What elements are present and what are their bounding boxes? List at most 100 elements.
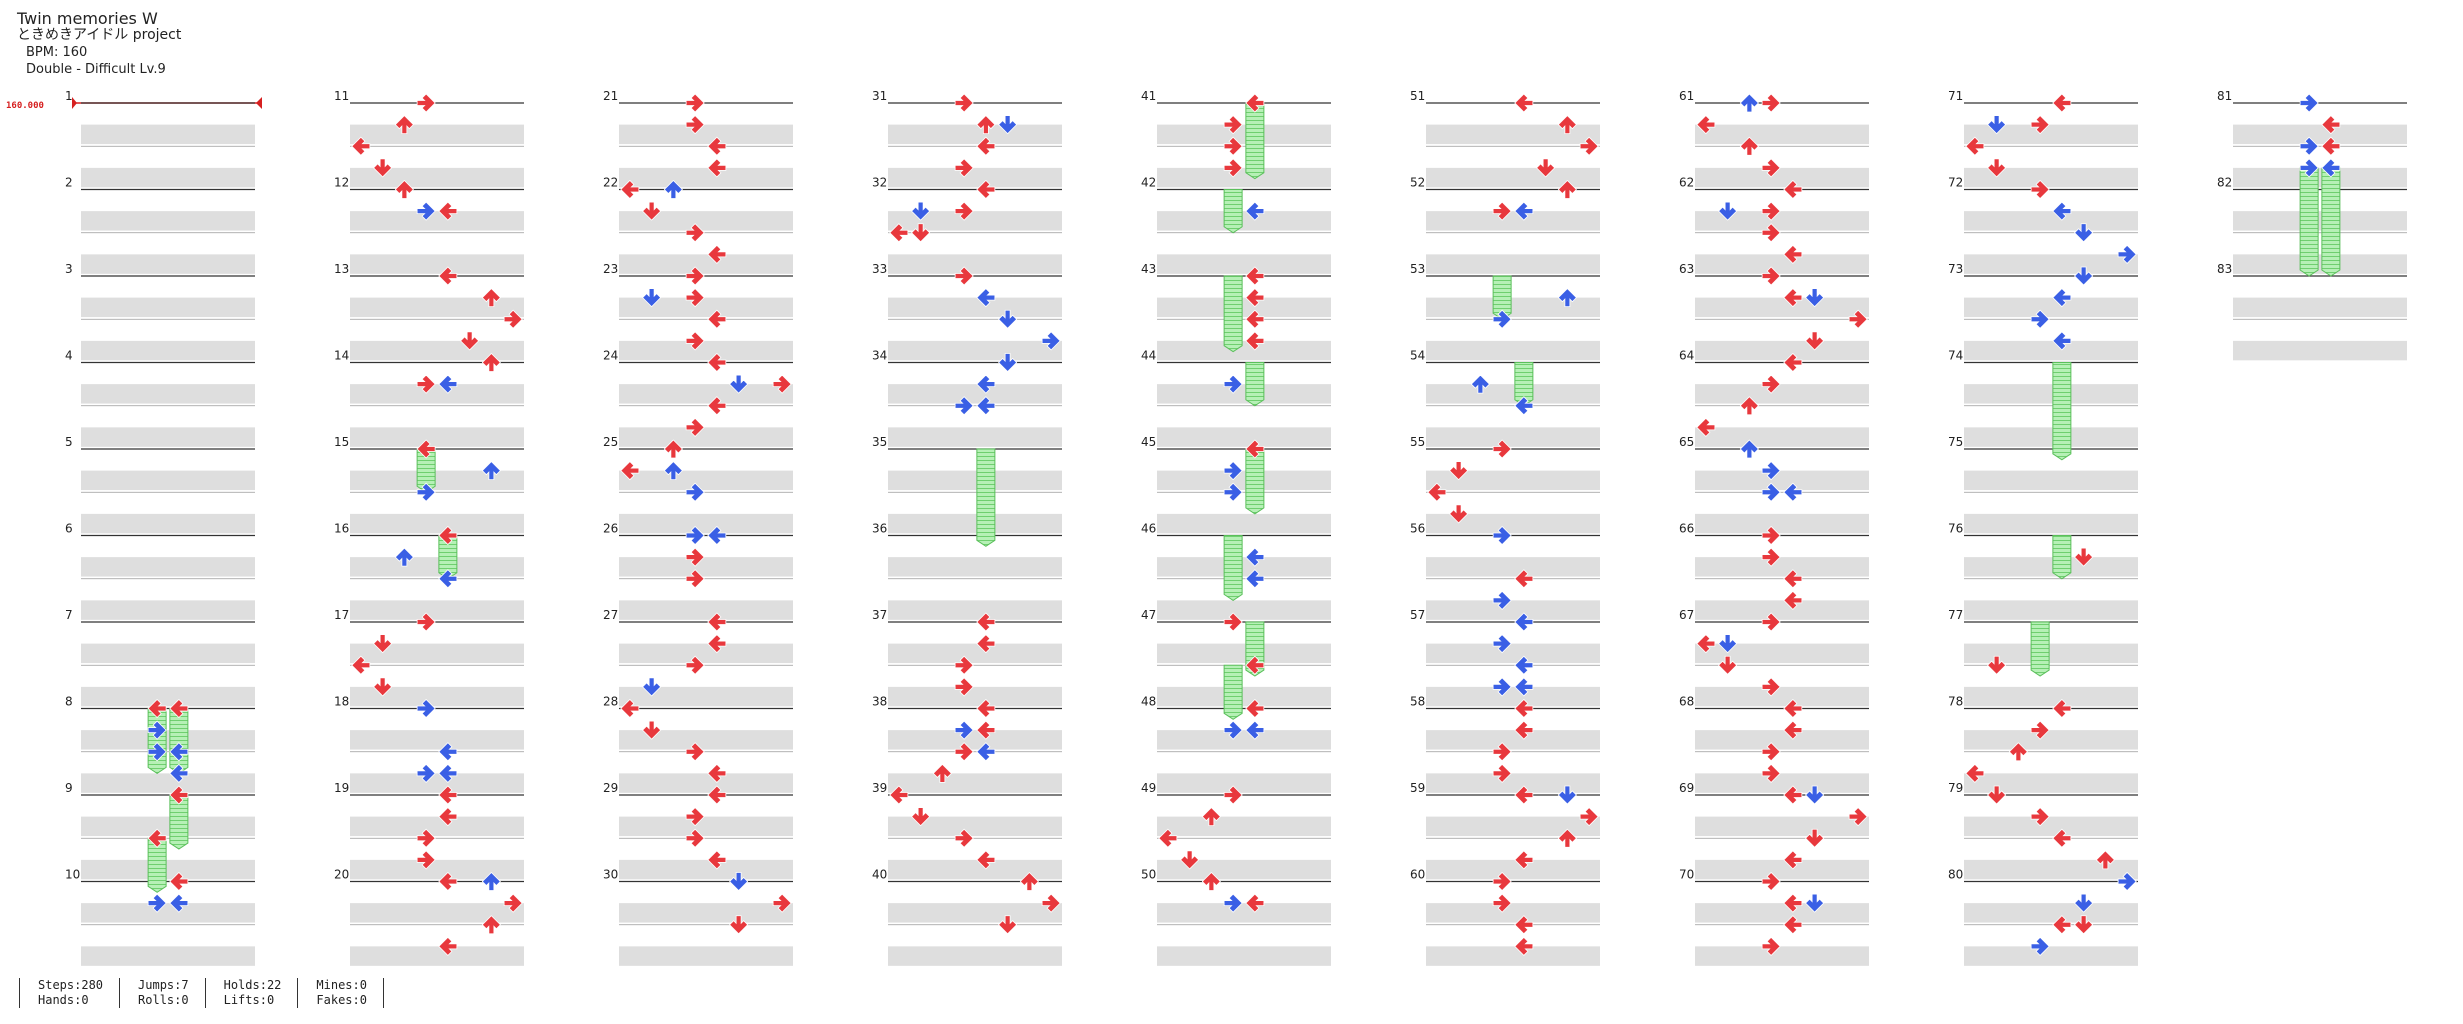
hold-note <box>2299 167 2319 277</box>
arrow-right-icon <box>954 396 974 416</box>
beat-shade <box>1426 730 1600 750</box>
arrow-up-icon <box>1201 871 1221 891</box>
beat-shade <box>1426 297 1600 318</box>
arrow-left-icon <box>1514 569 1534 589</box>
arrow-right-icon <box>1223 461 1243 481</box>
arrow-right-icon <box>954 201 974 221</box>
chart-column: 21 22 23 24 25 26 27 28 29 30 <box>603 89 793 966</box>
arrow-left-icon <box>976 179 996 200</box>
measure-number: 80 <box>1948 868 1963 882</box>
beat-shade <box>888 557 1062 577</box>
beat-shade <box>888 340 1062 361</box>
arrow-right-icon <box>2299 93 2319 113</box>
hold-note <box>2052 535 2072 580</box>
arrow-left-icon <box>620 179 640 200</box>
beat-shade <box>1426 167 1600 188</box>
bpm-marker-end <box>256 97 262 109</box>
beat-shade <box>350 816 524 837</box>
arrow-left-icon <box>1245 309 1265 329</box>
beat-shade <box>1964 427 2138 447</box>
arrow-down-icon <box>2074 266 2094 286</box>
arrow-left-icon <box>2052 331 2072 351</box>
beat-shade <box>888 513 1062 534</box>
beat-shade <box>1695 730 1869 750</box>
beat-shade <box>1157 124 1331 145</box>
measure-number: 8 <box>65 695 73 709</box>
arrow-right-icon <box>416 482 436 502</box>
arrow-right-icon <box>954 828 974 848</box>
beat-shade <box>81 859 255 880</box>
beat-shade <box>1426 254 1600 274</box>
measure-number: 34 <box>872 349 887 363</box>
beat-shade <box>888 686 1062 707</box>
arrow-left-icon <box>438 569 458 589</box>
bpm-marker-start <box>72 97 77 109</box>
measure-number: 69 <box>1679 781 1694 795</box>
beat-shade <box>350 730 524 750</box>
arrow-right-icon <box>1761 223 1781 243</box>
arrow-left-icon <box>1783 569 1803 589</box>
beat-shade <box>1695 946 1869 966</box>
song-difficulty: Double - Difficult Lv.9 <box>26 62 166 77</box>
arrow-left-icon <box>169 698 189 719</box>
measure-number: 58 <box>1410 695 1425 709</box>
chart-column: 71 72 73 74 75 76 77 78 79 80 <box>1948 89 2138 966</box>
measure-number: 50 <box>1141 868 1156 882</box>
stats-group-steps: Steps:280 Hands:0 <box>19 978 119 1008</box>
beat-shade <box>1964 340 2138 361</box>
song-artist: ときめきアイドル project <box>17 27 182 43</box>
arrow-left-icon <box>1783 850 1803 870</box>
arrow-right-icon <box>954 742 974 762</box>
arrow-right-icon <box>416 93 436 113</box>
arrow-left-icon <box>1514 720 1534 740</box>
arrow-left-icon <box>707 158 727 178</box>
arrow-right-icon <box>1761 871 1781 892</box>
hold-note <box>1245 448 1265 515</box>
arrow-right-icon <box>685 223 705 243</box>
chart-column: 1 2 3 4 5 6 7 8 9 10 <box>65 89 255 966</box>
arrow-left-icon <box>416 439 436 459</box>
beat-shade <box>350 773 524 793</box>
chart-column: 31 32 33 34 35 36 37 38 39 40 <box>872 89 1062 966</box>
beat-shade <box>888 903 1062 923</box>
chart-stats: Steps:280 Hands:0 Jumps:7 Rolls:0 Holds:… <box>19 978 384 1008</box>
arrow-right-icon <box>2030 115 2050 135</box>
hold-note <box>2030 621 2050 677</box>
measure-number: 46 <box>1141 522 1156 536</box>
measure-number: 71 <box>1948 89 1963 103</box>
beat-shade <box>1964 513 2138 534</box>
arrow-right-icon <box>1223 893 1243 913</box>
measure-number: 64 <box>1679 349 1694 363</box>
beat-shade <box>1426 773 1600 793</box>
stat-rolls: Rolls:0 <box>138 993 189 1007</box>
arrow-down-icon <box>642 288 662 308</box>
measure-number: 12 <box>334 176 349 190</box>
stat-jumps: Jumps:7 <box>138 978 189 992</box>
arrow-up-icon <box>1557 179 1577 199</box>
beat-shade <box>81 600 255 620</box>
arrow-left-icon <box>620 461 640 481</box>
measure-number: 54 <box>1410 349 1425 363</box>
beat-shade <box>1157 513 1331 534</box>
measure-number: 19 <box>334 781 349 795</box>
arrow-left-icon <box>1245 93 1265 113</box>
arrow-left-icon <box>169 742 189 762</box>
arrow-down-icon <box>1987 655 2007 675</box>
arrow-down-icon <box>998 915 1018 935</box>
arrow-left-icon <box>1245 331 1265 351</box>
beat-shade <box>1695 384 1869 404</box>
measure-number: 74 <box>1948 349 1963 363</box>
arrow-left-icon <box>2052 828 2072 848</box>
measure-number: 31 <box>872 89 887 103</box>
arrow-right-icon <box>954 158 974 178</box>
beat-shade <box>619 816 793 837</box>
arrow-left-icon <box>169 871 189 892</box>
arrow-right-icon <box>416 201 436 221</box>
arrow-right-icon <box>1223 115 1243 135</box>
arrow-left-icon <box>438 266 458 286</box>
arrow-right-icon <box>1492 677 1512 697</box>
arrow-right-icon <box>954 655 974 675</box>
measure-number: 22 <box>603 176 618 190</box>
measure-number: 30 <box>603 868 618 882</box>
beat-shade <box>1426 686 1600 707</box>
